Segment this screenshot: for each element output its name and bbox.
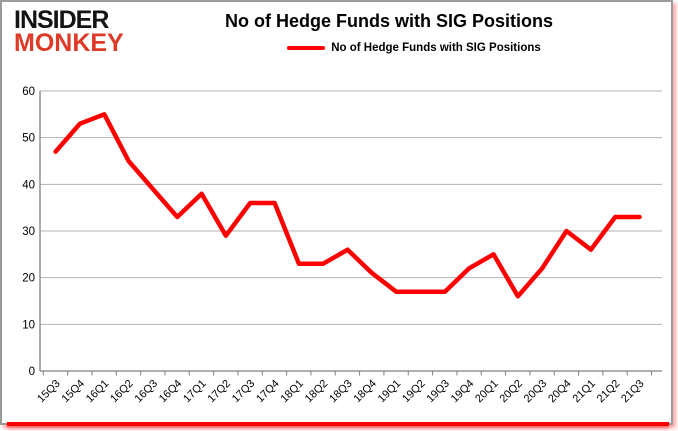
x-axis-label: 18Q1: [278, 378, 306, 406]
x-axis-label: 16Q3: [133, 378, 161, 406]
logo-insider-text: INSIDER: [14, 6, 109, 34]
x-axis-label: 17Q2: [206, 378, 234, 406]
x-axis-label: 20Q4: [546, 378, 574, 406]
x-axis-label: 18Q2: [303, 378, 331, 406]
x-axis-label: 15Q3: [35, 378, 63, 406]
x-axis-label: 17Q1: [181, 378, 209, 406]
insider-monkey-logo: INSIDER MONKEY: [14, 6, 124, 57]
y-axis-label: 20: [22, 273, 35, 285]
y-axis-label: 0: [29, 366, 35, 378]
chart-frame: [0, 0, 673, 425]
x-axis-label: 19Q3: [424, 378, 452, 406]
legend: No of Hedge Funds with SIG Positions: [0, 42, 678, 54]
x-axis-label: 21Q2: [595, 378, 623, 406]
y-axis-label: 40: [22, 179, 35, 191]
legend-line-icon: [287, 46, 326, 50]
red-bottom-rule: [7, 422, 669, 426]
y-axis-label: 50: [22, 133, 35, 145]
y-axis-label: 60: [22, 86, 35, 98]
x-axis-label: 21Q3: [619, 378, 647, 406]
x-axis-label: 18Q3: [327, 378, 355, 406]
x-axis-label: 20Q1: [473, 378, 501, 406]
x-axis-label: 15Q4: [60, 378, 88, 406]
x-axis-label: 16Q1: [84, 378, 112, 406]
logo-monkey-text: MONKEY: [14, 29, 124, 57]
x-axis-label: 16Q2: [108, 378, 136, 406]
x-axis-label: 19Q1: [376, 378, 404, 406]
data-line-series: [53, 112, 642, 299]
x-axis-label: 17Q4: [254, 378, 282, 406]
x-axis-label: 19Q4: [449, 378, 477, 406]
x-axis-label: 18Q4: [351, 378, 379, 406]
x-axis-label: 20Q2: [497, 378, 525, 406]
x-axis-label: 19Q2: [400, 378, 428, 406]
chart-title: No of Hedge Funds with SIG Positions: [225, 11, 553, 31]
x-axis-label: 20Q3: [522, 378, 550, 406]
y-axis-label: 10: [22, 319, 35, 331]
x-axis-label: 21Q1: [570, 378, 598, 406]
y-axis-label: 30: [22, 226, 35, 238]
x-axis-label: 17Q3: [230, 378, 258, 406]
legend-label: No of Hedge Funds with SIG Positions: [331, 42, 541, 54]
x-axis-label: 16Q4: [157, 378, 185, 406]
